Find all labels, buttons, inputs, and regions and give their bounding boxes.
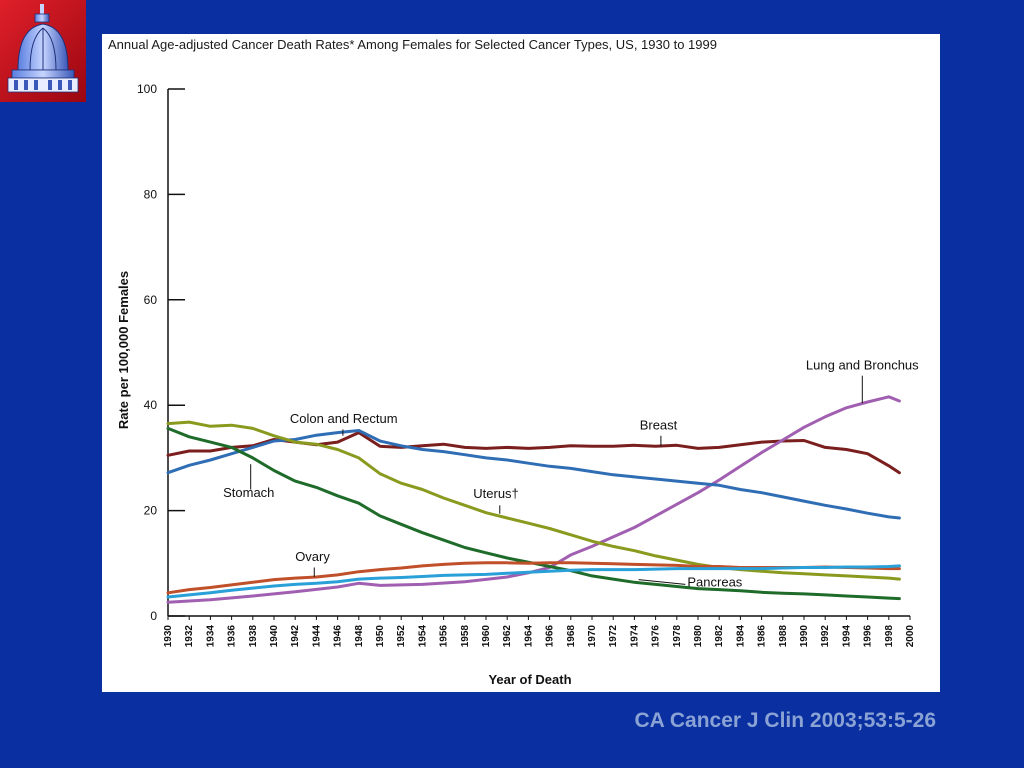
chart-title: Annual Age-adjusted Cancer Death Rates* … (108, 37, 717, 52)
x-tick-label: 1986 (757, 625, 768, 648)
x-tick-label: 1998 (884, 625, 895, 648)
x-tick-label: 1990 (799, 625, 810, 648)
x-tick-label: 1988 (778, 625, 789, 648)
x-tick-label: 1976 (651, 625, 662, 648)
x-tick-label: 1950 (375, 625, 386, 648)
x-tick-label: 1938 (248, 625, 259, 648)
x-tick-label: 1956 (439, 625, 450, 648)
y-tick-label: 0 (150, 609, 157, 623)
citation: CA Cancer J Clin 2003;53:5-26 (634, 709, 936, 732)
x-tick-label: 1970 (587, 625, 598, 648)
x-tick-label: 1966 (545, 625, 556, 648)
y-tick-label: 40 (144, 398, 158, 412)
x-tick-label: 1996 (863, 625, 874, 648)
capitol-dome-icon (7, 4, 79, 93)
x-tick-label: 1960 (481, 625, 492, 648)
logo (0, 0, 86, 102)
series-line-lung-and-bronchus (166, 395, 901, 604)
series-annotation: Uterus† (473, 486, 519, 501)
annotation-leader-line (638, 579, 686, 585)
x-tick-label: 1944 (311, 625, 322, 648)
x-tick-label: 1952 (396, 625, 407, 648)
series-annotation: Lung and Bronchus (806, 357, 919, 372)
x-tick-label: 1954 (417, 625, 428, 648)
x-tick-label: 1932 (184, 625, 195, 648)
y-tick-label: 100 (137, 82, 157, 96)
series-annotation: Breast (640, 417, 678, 432)
series-line-uterus (166, 420, 901, 581)
x-tick-label: 1962 (502, 625, 513, 648)
x-tick-label: 1934 (205, 625, 216, 648)
series-annotation: Ovary (295, 549, 330, 564)
chart-panel: Annual Age-adjusted Cancer Death Rates* … (102, 34, 940, 692)
x-tick-label: 1980 (693, 625, 704, 648)
line-chart: 0 20 40 60 80 100 1930 1932 1934 1936 1938 1940 1942… (116, 82, 919, 687)
x-tick-label: 1994 (841, 625, 852, 648)
x-tick-label: 1972 (608, 625, 619, 648)
x-tick-label: 1984 (735, 625, 746, 648)
x-tick-label: 1964 (523, 625, 534, 648)
x-tick-label: 1930 (163, 625, 174, 648)
x-tick-label: 1936 (227, 625, 238, 648)
x-tick-label: 1948 (354, 625, 365, 648)
series-annotation: Colon and Rectum (290, 411, 398, 426)
y-axis-title: Rate per 100,000 Females (116, 271, 131, 429)
x-tick-label: 1940 (269, 625, 280, 648)
series-annotation: Stomach (223, 485, 274, 500)
y-tick-label: 80 (144, 187, 158, 201)
series-line-pancreas (166, 564, 901, 599)
x-tick-label: 1982 (714, 625, 725, 648)
series-line-breast (166, 431, 901, 475)
x-tick-label: 1968 (566, 625, 577, 648)
x-tick-label: 1978 (672, 625, 683, 648)
y-tick-label: 60 (144, 293, 158, 307)
x-tick-label: 2000 (905, 625, 916, 648)
series-annotation: Pancreas (687, 574, 742, 589)
x-tick-label: 1942 (290, 625, 301, 648)
x-axis-title: Year of Death (488, 672, 571, 687)
x-tick-label: 1946 (333, 625, 344, 648)
x-tick-label: 1958 (460, 625, 471, 648)
x-tick-label: 1974 (629, 625, 640, 648)
x-tick-label: 1992 (820, 625, 831, 648)
y-tick-label: 20 (144, 504, 158, 518)
series-line-colon-and-rectum (166, 429, 901, 520)
